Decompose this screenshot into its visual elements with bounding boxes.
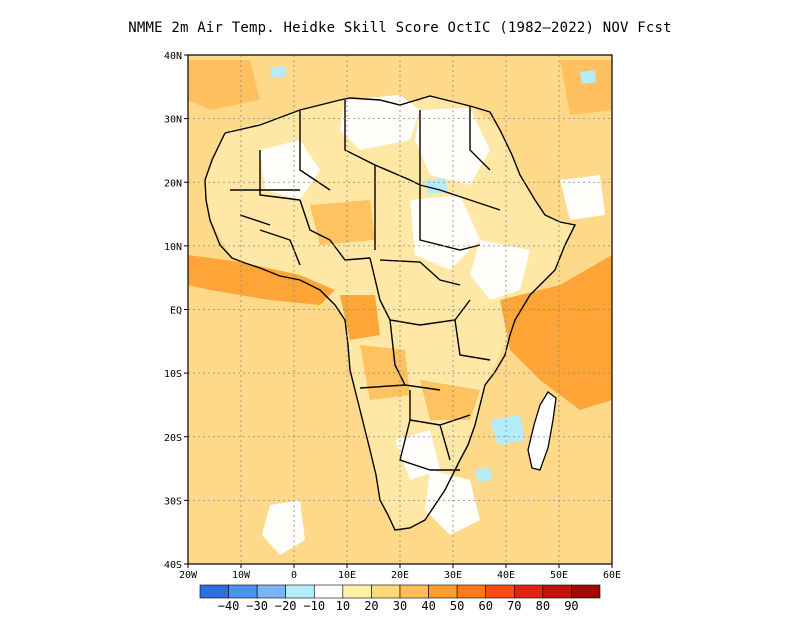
colorbar-box <box>285 584 315 599</box>
lat-label: 20S <box>164 433 182 444</box>
high-skill-patch <box>420 380 480 420</box>
border-line <box>454 319 491 361</box>
border-line <box>259 150 301 201</box>
lon-label: 20E <box>391 570 409 581</box>
border-line <box>369 257 421 326</box>
colorbar-box <box>313 584 344 599</box>
border-line <box>239 214 271 226</box>
lat-label: 10N <box>164 242 182 253</box>
high-skill-patch <box>188 255 335 305</box>
lon-label: 60E <box>603 570 621 581</box>
colorbar-box <box>228 584 258 599</box>
colorbar-label: −10 <box>303 599 325 613</box>
high-skill-patch <box>188 60 260 110</box>
colorbar-label: −40 <box>218 599 240 613</box>
colorbar-label: 10 <box>336 599 350 613</box>
lat-label: 30N <box>164 115 182 126</box>
lat-label: 40S <box>164 560 182 571</box>
border-line <box>439 424 451 461</box>
colorbar-label: 40 <box>421 599 435 613</box>
lon-label: 0 <box>291 570 297 581</box>
low-skill-patch <box>410 195 480 270</box>
border-line <box>299 199 331 241</box>
border-line <box>329 239 371 261</box>
lon-label: 10W <box>232 570 251 581</box>
colorbar-label: 60 <box>478 599 492 613</box>
high-skill-patch <box>310 200 375 245</box>
latitude-axis: 40N 30N 20N 10N EQ 10S 20S 30S 40S <box>164 51 188 571</box>
colorbar-label: 50 <box>450 599 464 613</box>
lat-label: 40N <box>164 51 182 62</box>
colorbar-box <box>342 584 372 599</box>
colorbar-box <box>485 584 515 599</box>
colorbar-label: 90 <box>564 599 578 613</box>
low-skill-patch <box>470 240 530 300</box>
negative-skill-patch <box>580 70 596 84</box>
colorbar <box>199 584 601 599</box>
colorbar-label: 70 <box>507 599 521 613</box>
low-skill-patch <box>415 108 490 185</box>
border-line <box>259 229 301 266</box>
colorbar-label: −20 <box>275 599 297 613</box>
colorbar-box <box>456 584 487 599</box>
colorbar-box <box>399 584 429 599</box>
skill-score-shading <box>188 55 612 564</box>
low-skill-patch <box>425 470 480 535</box>
lon-label: 20W <box>179 570 198 581</box>
low-skill-patch <box>260 140 320 200</box>
border-line <box>359 384 406 389</box>
colorbar-label: −30 <box>246 599 268 613</box>
border-line <box>469 106 491 171</box>
colorbar-box <box>571 584 601 599</box>
lat-label: 20N <box>164 178 182 189</box>
grid-lines <box>188 55 612 564</box>
high-skill-patch <box>500 255 612 410</box>
lat-label: 30S <box>164 496 182 507</box>
colorbar-label: 20 <box>364 599 378 613</box>
negative-skill-patch <box>425 178 448 194</box>
negative-skill-patch <box>490 415 525 445</box>
border-line <box>439 189 501 211</box>
colorbar-box <box>513 584 544 599</box>
high-skill-patch <box>560 60 612 115</box>
chart-title: NMME 2m Air Temp. Heidke Skill Score Oct… <box>128 20 672 36</box>
border-line <box>409 390 471 426</box>
lon-label: 30E <box>444 570 462 581</box>
country-borders <box>204 95 577 531</box>
high-skill-patch <box>340 295 380 340</box>
colorbar-box <box>371 584 401 599</box>
border-line <box>419 185 481 251</box>
colorbar-box <box>199 584 229 599</box>
madagascar <box>527 391 557 471</box>
negative-skill-regions <box>270 66 596 482</box>
lat-label: EQ <box>170 306 182 317</box>
low-skill-patch <box>560 175 605 220</box>
high-skill-regions <box>188 60 612 420</box>
lon-label: 50E <box>550 570 568 581</box>
longitude-axis: 20W 10W 0 10E 20E 30E 40E 50E 60E <box>179 564 621 581</box>
colorbar-box <box>256 584 287 599</box>
low-skill-patch <box>395 430 440 480</box>
colorbar-box <box>428 584 458 599</box>
lon-label: 40E <box>497 570 515 581</box>
negative-skill-patch <box>475 468 492 482</box>
lat-label: 10S <box>164 369 182 380</box>
lon-label: 10E <box>338 570 356 581</box>
colorbar-labels: −40 −30 −20 −10 10 20 30 40 50 60 70 80 90 <box>218 599 579 613</box>
colorbar-label: 80 <box>536 599 550 613</box>
border-line <box>204 95 577 531</box>
border-line <box>299 110 331 191</box>
negative-skill-patch <box>270 66 286 78</box>
high-skill-patch <box>360 345 410 400</box>
colorbar-box <box>542 584 572 599</box>
low-skill-regions <box>260 95 605 555</box>
colorbar-label: 30 <box>393 599 407 613</box>
